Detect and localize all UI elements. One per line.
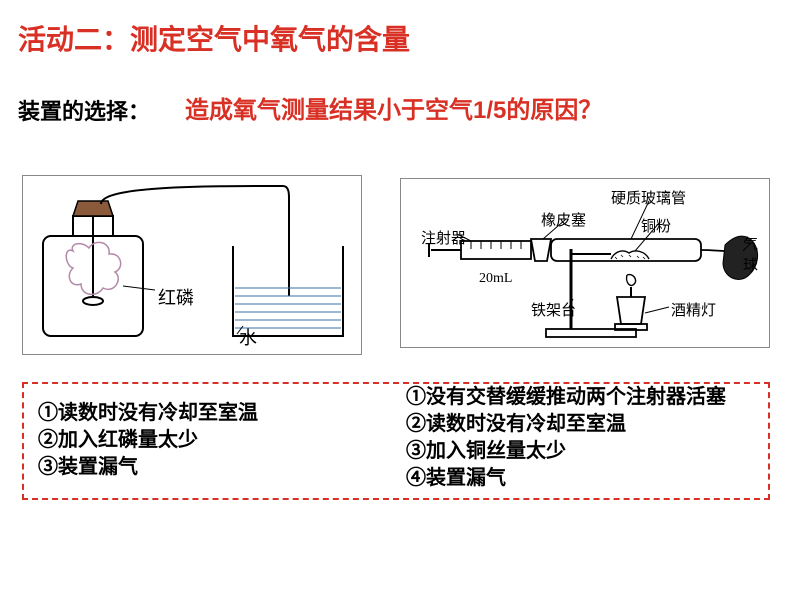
reason-right-2: ②读数时没有冷却至室温: [406, 411, 726, 438]
label-tube: 硬质玻璃管: [611, 187, 686, 208]
page-title: 活动二：测定空气中氧气的含量: [18, 18, 410, 58]
diagram-red-phosphorus: 红磷 水: [22, 175, 362, 355]
label-syringe: 注射器: [421, 227, 466, 248]
reason-right-4: ④装置漏气: [406, 465, 726, 492]
label-copper: 铜粉: [641, 215, 671, 236]
label-phosphorus: 红磷: [158, 284, 194, 310]
label-water: 水: [239, 324, 257, 350]
reasons-left-list: ①读数时没有冷却至室温 ②加入红磷量太少 ③装置漏气: [38, 400, 258, 481]
reason-left-3: ③装置漏气: [38, 454, 258, 481]
diagram-copper-powder: 注射器 20mL 橡皮塞 硬质玻璃管 铜粉 铁架台 酒精灯 气球: [400, 178, 770, 348]
label-lamp: 酒精灯: [671, 299, 716, 320]
label-stand: 铁架台: [531, 299, 576, 320]
reasons-right-list: ①没有交替缓缓推动两个注射器活塞 ②读数时没有冷却至室温 ③加入铜丝量太少 ④装…: [406, 384, 726, 492]
reason-right-3: ③加入铜丝量太少: [406, 438, 726, 465]
label-syringe-vol: 20mL: [479, 271, 512, 287]
subsection-label: 装置的选择：: [18, 94, 150, 126]
question-text: 造成氧气测量结果小于空气1/5的原因？: [185, 90, 602, 125]
label-balloon: 气球: [743, 233, 769, 275]
reason-left-1: ①读数时没有冷却至室温: [38, 400, 258, 427]
reason-left-2: ②加入红磷量太少: [38, 427, 258, 454]
reason-right-1: ①没有交替缓缓推动两个注射器活塞: [406, 384, 726, 411]
label-stopper: 橡皮塞: [541, 209, 586, 230]
